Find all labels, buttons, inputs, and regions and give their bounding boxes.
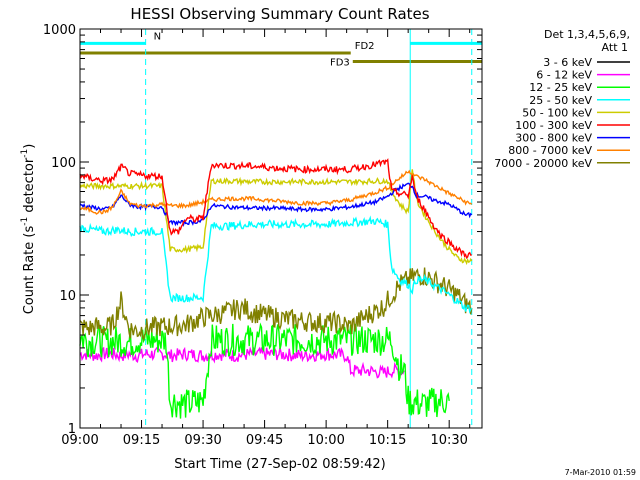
series-line <box>79 322 450 419</box>
flag-label: N <box>154 31 161 42</box>
series-layer <box>79 158 473 419</box>
series-line <box>79 346 405 379</box>
y-tick-label: 1 <box>68 422 76 437</box>
y-tick-label: 1000 <box>43 23 76 38</box>
legend-label: 800 - 7000 keV <box>508 144 592 157</box>
legend-header-1: Det 1,3,4,5,6,9, <box>544 28 630 41</box>
legend-label: 100 - 300 keV <box>515 119 592 132</box>
flag-label: FD3 <box>330 57 350 68</box>
x-tick-label: 10:15 <box>369 433 406 448</box>
legend-header-2: Att 1 <box>602 41 628 54</box>
legend-label: 7000 - 20000 keV <box>494 157 592 170</box>
y-axis-label-end: ) <box>22 144 37 149</box>
legend-label: 300 - 800 keV <box>515 132 592 145</box>
series-line <box>79 169 473 215</box>
series-line <box>79 215 473 314</box>
x-tick-label: 09:45 <box>246 433 283 448</box>
x-tick-label: 09:00 <box>61 433 98 448</box>
legend-label: 25 - 50 keV <box>529 94 592 107</box>
x-tick-label: 09:30 <box>184 433 221 448</box>
legend-label: 3 - 6 keV <box>543 56 592 69</box>
x-tick-label: 10:00 <box>307 433 344 448</box>
plot-frame <box>79 28 483 429</box>
legend-label: 12 - 25 keV <box>529 81 592 94</box>
x-tick-label: 09:15 <box>123 433 160 448</box>
y-axis: 1 10 100 1000 <box>43 23 482 437</box>
legend-label: 50 - 100 keV <box>522 106 592 119</box>
flags-layer: N FD2 FD3 <box>80 31 482 68</box>
x-axis-label: Start Time (27-Sep-02 08:59:42) <box>174 457 385 472</box>
y-axis-label-sup1: -1 <box>20 217 30 226</box>
x-tick-label: 10:30 <box>430 433 467 448</box>
y-tick-label: 10 <box>59 289 76 304</box>
series-line <box>79 182 473 228</box>
y-axis-label: Count Rate (s-1 detector-1) <box>20 144 37 315</box>
legend-label: 6 - 12 keV <box>536 69 592 82</box>
y-axis-label-mid: detector <box>22 157 37 217</box>
y-axis-label-main: Count Rate (s <box>22 226 37 315</box>
y-tick-label: 100 <box>51 156 76 171</box>
flag-label: FD2 <box>355 41 375 52</box>
footer-timestamp: 7-Mar-2010 01:59 <box>565 468 636 477</box>
series-line <box>79 158 472 259</box>
series-line <box>79 267 473 342</box>
vlines-layer <box>145 29 473 428</box>
x-axis: 09:00 09:15 09:30 09:45 10:00 10:15 10:30 <box>61 29 471 448</box>
series-line <box>79 169 473 266</box>
chart-title: HESSI Observing Summary Count Rates <box>130 5 429 23</box>
y-axis-label-sup2: -1 <box>20 149 30 158</box>
